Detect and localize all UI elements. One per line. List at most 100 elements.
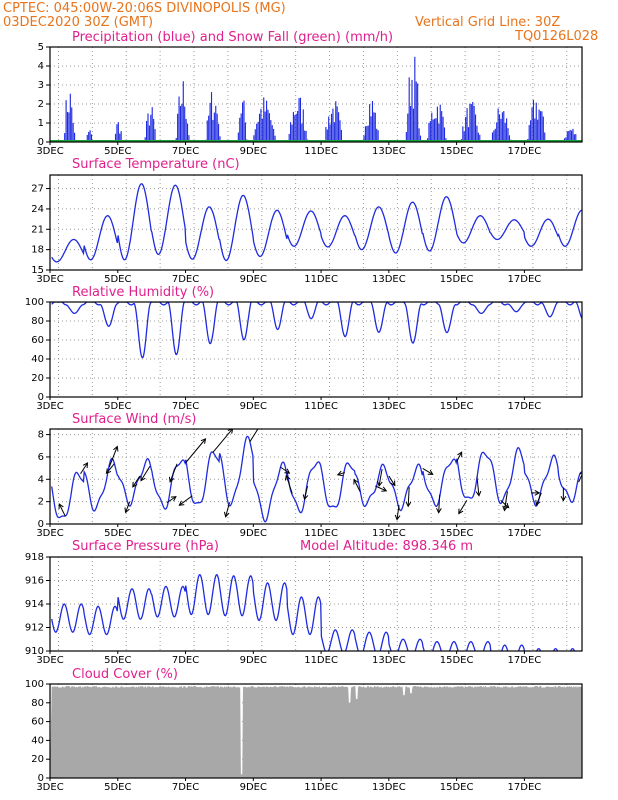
pressure-line <box>51 573 576 651</box>
precip-bar <box>240 113 242 142</box>
precip-panel-title: Precipitation (blue) and Snow Fall (gree… <box>72 30 393 45</box>
wind-ytick-label: 2 <box>38 497 44 508</box>
wind-arrow-head <box>336 470 343 477</box>
wind-arrow <box>185 438 206 464</box>
precip-bar <box>476 125 478 142</box>
precip-bar <box>573 134 575 142</box>
precip-bar <box>506 118 508 142</box>
wind-arrow <box>458 500 468 514</box>
precip-bar <box>491 132 494 142</box>
precip-bar <box>258 113 261 142</box>
wind-arrow <box>212 429 234 454</box>
precip-bar <box>261 118 263 142</box>
cloud-ytick-label: 40 <box>31 735 44 746</box>
precip-bar <box>373 112 375 142</box>
temperature-ytick-label: 27 <box>31 184 44 195</box>
precip-bar <box>336 106 338 142</box>
precip-bar <box>340 129 342 142</box>
precipitation-xtick-label: 11DEC <box>304 146 338 157</box>
pressure-panel: 910 912 914 916 918 3DEC 5DEC 7DEC 9DEC 11DEC 13DE… <box>25 552 583 666</box>
wind-arrow-head <box>381 486 388 492</box>
precip-bar <box>329 124 331 142</box>
precip-bar <box>209 102 211 142</box>
wind-arrow-head <box>560 496 567 502</box>
precip-bar <box>575 134 577 142</box>
wind-xtick-label: 13DEC <box>372 528 406 539</box>
wind-ytick-label: 8 <box>38 430 44 441</box>
precip-bar <box>71 107 73 142</box>
precip-bar <box>498 114 501 142</box>
precip-bar <box>268 113 270 142</box>
temperature-xtick-label: 7DEC <box>172 274 199 285</box>
wind-arrow <box>58 503 66 517</box>
wind-arrow-head <box>124 507 130 514</box>
wind-arrow <box>438 494 441 513</box>
humidity-xtick-label: 7DEC <box>172 401 199 412</box>
precip-bar <box>477 132 479 142</box>
pressure-xtick-label: 17DEC <box>508 655 542 666</box>
precip-bar <box>117 122 119 142</box>
wind-arrow <box>179 495 193 506</box>
precip-bar <box>541 111 543 142</box>
temperature-ytick-label: 18 <box>31 245 44 256</box>
precip-bar <box>472 101 474 142</box>
pressure-xtick-label: 15DEC <box>440 655 474 666</box>
wind-xtick-label: 15DEC <box>440 528 474 539</box>
precip-bar <box>335 101 337 142</box>
precip-bar <box>436 106 438 142</box>
wind-ytick-label: 0 <box>38 519 44 530</box>
wind-arrow <box>476 476 480 496</box>
run-date: 03DEC2020 30Z (GMT) <box>3 15 153 30</box>
precip-bar <box>273 128 275 142</box>
precip-bar <box>216 113 218 142</box>
precip-bar <box>532 99 534 142</box>
model-altitude: Model Altitude: 898.346 m <box>300 539 473 554</box>
precip-bar <box>253 135 255 142</box>
humidity-frame <box>49 301 583 398</box>
precipitation-xtick-label: 5DEC <box>104 146 131 157</box>
wind-arrow <box>407 487 410 507</box>
precip-bar <box>405 131 407 142</box>
precip-bar <box>414 56 416 142</box>
precip-bar <box>151 107 153 142</box>
precip-bar <box>528 125 530 142</box>
wind-arrow <box>396 505 400 520</box>
precip-bar <box>429 121 431 142</box>
wind-arrow-head <box>82 462 89 468</box>
precip-bar <box>542 116 544 142</box>
precip-bar <box>434 118 436 142</box>
precip-bar <box>369 104 371 142</box>
precip-bar <box>363 135 365 142</box>
precip-bar <box>175 137 177 142</box>
precip-bar <box>377 130 379 142</box>
precipitation-xtick-label: 15DEC <box>440 146 474 157</box>
precip-bar <box>441 111 443 142</box>
precip-bar <box>150 114 152 142</box>
wind-arrow <box>375 485 387 492</box>
wind-arrow <box>225 502 231 517</box>
wind-frame <box>49 428 583 525</box>
precip-bar <box>508 135 510 142</box>
wind-arrow-head <box>457 451 463 458</box>
precip-bar <box>288 133 290 142</box>
temperature-line <box>51 183 582 263</box>
station-header: CPTEC: 045:00W-20:06S DIVINOPOLIS (MG) <box>3 1 286 16</box>
precip-bar <box>339 120 341 142</box>
precip-bar <box>119 133 121 142</box>
pressure-xtick-label: 5DEC <box>104 655 131 666</box>
humidity-panel: 0 20 40 60 80 100 3DEC 5DEC 7DEC 9DEC 11DEC 13DEC 15… <box>25 297 583 412</box>
precip-bar <box>267 109 269 142</box>
wind-arrow-head <box>302 494 309 501</box>
humidity-ytick-label: 20 <box>31 373 44 384</box>
wind-xtick-label: 17DEC <box>508 528 542 539</box>
precip-bar <box>295 113 297 142</box>
cloud-ytick-label: 100 <box>25 679 44 690</box>
wind-arrow <box>378 468 383 486</box>
humidity-xtick-label: 17DEC <box>508 401 542 412</box>
wind-arrow <box>140 465 151 481</box>
wind-arrow <box>388 475 396 486</box>
precip-bar <box>254 129 256 142</box>
wind-arrow-head <box>458 508 464 515</box>
precip-bar <box>243 100 245 142</box>
